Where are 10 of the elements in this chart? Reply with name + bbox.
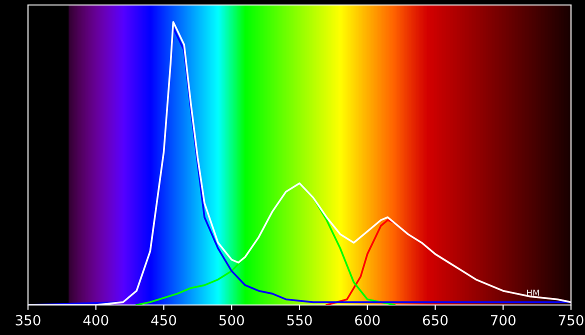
x-tick-label: 500 — [219, 314, 244, 326]
x-tick-label: 700 — [491, 314, 516, 326]
x-tick-label: 450 — [151, 314, 176, 326]
x-tick-label: 750 — [558, 314, 584, 326]
annotation: НМ — [527, 290, 539, 296]
x-tick-label: 350 — [16, 314, 40, 326]
x-tick-label: 400 — [83, 314, 108, 326]
x-tick-label: 550 — [287, 314, 312, 326]
x-tick-label: 600 — [355, 314, 380, 326]
x-tick-label: 650 — [422, 314, 448, 326]
